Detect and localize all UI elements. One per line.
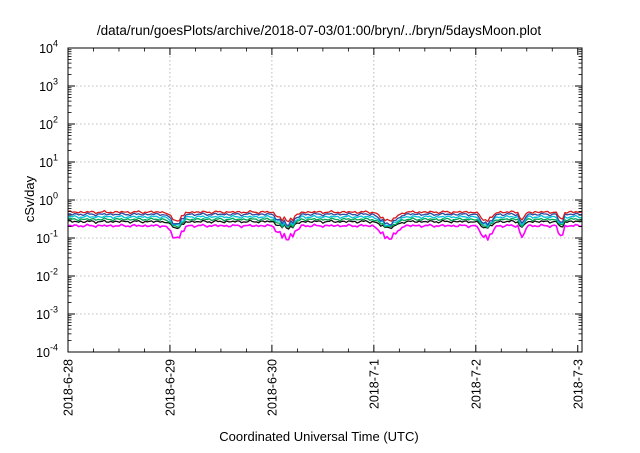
y-tick-label: 10-4 bbox=[36, 343, 58, 361]
x-tick-label: 2018-6-30 bbox=[265, 359, 279, 416]
plot-area bbox=[67, 209, 583, 241]
y-tick-label: 10-1 bbox=[36, 229, 58, 247]
y-tick-label: 10-3 bbox=[36, 305, 58, 323]
grid bbox=[68, 48, 582, 352]
data-series-line bbox=[67, 209, 583, 223]
y-tick-label: 102 bbox=[39, 115, 58, 133]
data-series-line bbox=[67, 217, 583, 229]
x-tick-label: 2018-7-1 bbox=[367, 359, 381, 409]
data-series-line bbox=[67, 223, 583, 241]
ticks: 10-4 10-3 10-2 10-1 100 101 102 103 104 2018-6-28… bbox=[36, 39, 585, 417]
x-tick-label: 2018-6-29 bbox=[164, 359, 178, 416]
y-tick-label: 100 bbox=[39, 191, 58, 209]
x-tick-label: 2018-6-28 bbox=[62, 359, 76, 416]
data-series-line bbox=[67, 219, 583, 230]
y-tick-label: 104 bbox=[39, 39, 58, 57]
data-series-line bbox=[67, 214, 583, 228]
y-axis-label: cSv/day bbox=[22, 175, 37, 222]
x-tick-label: 2018-7-3 bbox=[571, 359, 585, 409]
chart-title: /data/run/goesPlots/archive/2018-07-03/0… bbox=[97, 23, 542, 38]
x-tick-label: 2018-7-2 bbox=[469, 359, 483, 409]
data-series-line bbox=[67, 212, 583, 227]
y-tick-label: 10-2 bbox=[36, 267, 58, 285]
x-axis-label: Coordinated Universal Time (UTC) bbox=[219, 429, 418, 444]
y-tick-label: 103 bbox=[39, 77, 58, 95]
y-tick-label: 101 bbox=[39, 153, 58, 171]
